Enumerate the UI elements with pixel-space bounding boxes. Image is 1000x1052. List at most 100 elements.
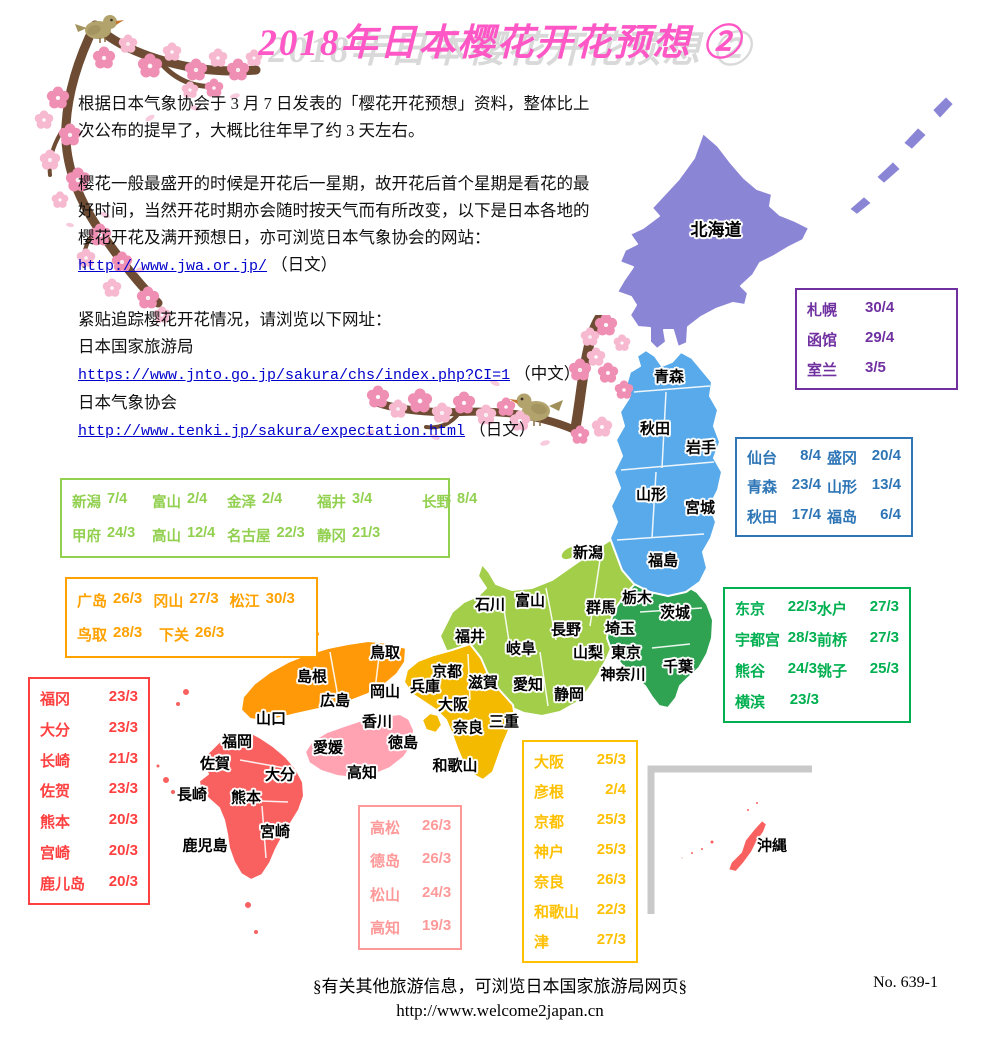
map-label-兵庫: 兵庫 [409,678,441,696]
map-label-高知: 高知 [346,764,378,782]
forecast-row: 宫崎 20/3 [40,842,138,863]
kuril-island [931,95,955,120]
forecast-entry-水户: 水户 27/3 [817,598,899,618]
forecast-row: 奈良 26/3 [534,871,626,892]
forecast-row: 函馆 29/4 [807,329,946,350]
forecast-row: 青森 23/4 山形 13/4 [747,476,901,497]
map-label-佐賀: 佐賀 [199,755,231,773]
forecast-entry-铫子: 铫子 25/3 [817,660,899,680]
region-okinawa [727,819,768,873]
forecast-entry-长崎: 长崎 21/3 [40,749,138,770]
okinawa-islet [699,846,705,852]
forecast-entry-佐贺: 佐贺 23/3 [40,780,138,801]
tanegashima-island [252,928,260,936]
forecast-row: 广岛 26/3 冈山 27/3 松江 30/3 [77,590,306,611]
prefecture-borders [235,385,715,859]
forecast-row: 京都 25/3 [534,811,626,832]
forecast-entry-大阪: 大阪 25/3 [534,750,626,771]
forecast-entry-金泽: 金泽 2/4 [227,490,283,511]
falling-petals [365,379,550,446]
tenki-link[interactable]: http://www.tenki.jp/sakura/expectation.h… [78,423,466,440]
map-label-広島: 広島 [319,692,351,710]
footer: §有关其他旅游信息，可浏览日本国家旅游局网页§ http://www.welco… [0,972,1000,1021]
tsushima-island [181,687,191,697]
map-label-滋賀: 滋賀 [467,674,499,692]
forecast-entry-鹿儿岛: 鹿儿岛 20/3 [40,872,138,893]
forecast-entry-和歌山: 和歌山 22/3 [534,901,626,922]
forecast-row: 佐贺 23/3 [40,780,138,801]
forecast-row: 鸟取 28/3 下关 26/3 [77,624,306,645]
forecast-entry-高山: 高山 12/4 [152,524,216,545]
map-label-徳島: 徳島 [387,734,419,752]
map-label-神奈川: 神奈川 [600,666,646,684]
forecast-entry-福岛: 福岛 6/4 [827,505,901,526]
jnto-link[interactable]: https://www.jnto.go.jp/sakura/chs/index.… [78,367,511,384]
map-label-長崎: 長崎 [176,786,208,804]
map-label-千葉: 千葉 [662,658,694,676]
jwa-link[interactable]: http://www.jwa.or.jp/ [78,258,268,275]
map-label-群馬: 群馬 [585,599,617,617]
forecast-entry-广岛: 广岛 26/3 [77,589,143,610]
region-kyushu [198,731,305,881]
map-label-鳥取: 鳥取 [369,644,401,662]
cherry-branch-decoration-left [34,15,263,323]
map-label-静岡: 静岡 [553,686,585,704]
forecast-row: 彦根 2/4 [534,781,626,802]
forecast-row: 福冈 23/3 [40,688,138,709]
okinawa-islet [689,850,695,856]
forecast-entry-福冈: 福冈 23/3 [40,687,138,708]
forecast-entry-熊本: 熊本 20/3 [40,811,138,832]
jma-label: 日本气象协会 [78,393,177,412]
forecast-row: 熊本 20/3 [40,811,138,832]
awaji-island [421,712,443,734]
forecast-row: 东京 22/3 水户 27/3 [735,598,899,619]
jwa-link-suffix: （日文） [271,255,338,274]
cherry-branch-decoration-right [365,315,634,446]
forecast-row: 和歌山 22/3 [534,901,626,922]
forecast-row: 津 27/3 [534,931,626,952]
forecast-entry-鸟取: 鸟取 28/3 [77,624,143,645]
map-label-岡山: 岡山 [369,683,401,701]
forecast-box-shikoku: 高松 26/3 德岛 26/3 松山 24/3 高知 19/3 [358,805,462,950]
okinawa-islet [708,838,716,846]
forecast-entry-熊谷: 熊谷 24/3 [735,660,817,680]
map-label-石川: 石川 [474,596,506,614]
forecast-entry-盛冈: 盛冈 20/4 [827,447,901,468]
map-label-岩手: 岩手 [685,439,717,457]
kuril-island [875,160,902,185]
region-kansai [403,643,516,781]
forecast-entry-秋田: 秋田 17/4 [747,505,821,526]
map-label-香川: 香川 [361,713,393,731]
okinawa-inset-bracket [647,765,812,914]
forecast-row: 高松 26/3 [370,817,451,838]
forecast-box-hokkaido: 札幌 30/4 函馆 29/4 室兰 3/5 [795,288,958,390]
jnto-link-suffix: （中文） [514,364,581,383]
forecast-box-chugoku: 广岛 26/3 冈山 27/3 松江 30/3 鸟取 28/3 下关 26/3 [65,577,318,658]
map-label-山口: 山口 [255,710,287,728]
forecast-entry-宫崎: 宫崎 20/3 [40,842,138,863]
forecast-row: 鹿儿岛 20/3 [40,873,138,894]
map-label-沖縄: 沖縄 [756,837,788,855]
bird-icon [75,15,124,43]
forecast-entry-高知: 高知 19/3 [370,916,452,937]
map-label-岐阜: 岐阜 [505,640,537,658]
forecast-row: 札幌 30/4 [807,299,946,320]
forecast-box-kansai: 大阪 25/3 彦根 2/4 京都 25/3 神户 25/3 奈良 26/3 和歌山 22/3 津 27/… [522,740,638,963]
map-label-島根: 島根 [296,668,328,686]
forecast-entry-下关: 下关 26/3 [159,624,225,645]
map-label-栃木: 栃木 [621,589,653,607]
forecast-entry-德岛: 德岛 26/3 [370,850,452,871]
map-label-富山: 富山 [514,592,546,610]
kuril-island [902,126,928,151]
forecast-row: 大分 23/3 [40,719,138,740]
map-label-熊本: 熊本 [230,789,262,807]
map-label-愛知: 愛知 [512,676,544,694]
sado-island [559,544,581,562]
jnto-label: 日本国家旅游局 [78,337,194,356]
map-label-山梨: 山梨 [572,644,604,662]
bird-icon [509,393,563,426]
tenki-link-suffix: （日文） [469,420,536,439]
forecast-box-chubu: 新潟 7/4 富山 2/4 金泽 2/4 福井 3/4 长野 8/4 甲府 24/3 高山 12/4 名古屋… [60,478,477,558]
